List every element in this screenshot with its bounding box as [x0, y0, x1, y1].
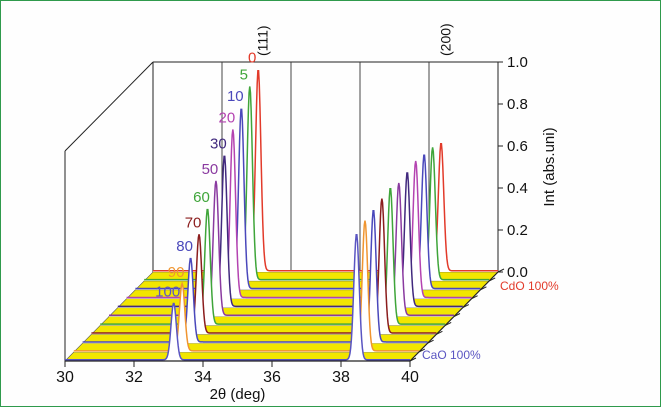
series-label: 100 — [155, 283, 180, 300]
depth-tick — [480, 286, 487, 291]
depth-tick — [427, 339, 434, 344]
chart-text: 0.0 0.2 0.4 0.6 0.8 1.0 Int (abs.uni) (111) (200… — [56, 23, 559, 403]
depth-tick — [436, 330, 443, 335]
series-label: 50 — [202, 161, 219, 178]
z-tick-label: 0.0 — [507, 264, 528, 281]
x-tick-label: 40 — [401, 369, 419, 386]
depth-tick — [488, 277, 496, 282]
series-label: 5 — [240, 67, 248, 84]
series-label: 80 — [176, 238, 193, 255]
depth-tick — [418, 348, 426, 353]
peak-index-label: (111) — [254, 25, 270, 56]
depth-tick — [471, 295, 478, 300]
series-curves — [65, 70, 498, 361]
x-tick-label: 38 — [332, 369, 350, 386]
series-label: 30 — [210, 135, 227, 152]
series-label: 0 — [248, 49, 256, 66]
series-line — [109, 180, 454, 316]
series-line — [100, 188, 446, 325]
x-tick-label: 30 — [56, 369, 74, 386]
series-line — [73, 220, 419, 352]
x-tick-label: 34 — [194, 369, 212, 386]
series-label: 70 — [185, 215, 202, 232]
depth-tick — [453, 313, 461, 317]
depth-tick — [409, 357, 417, 362]
z-axis-label: Int (abs.uni) — [541, 127, 558, 206]
series-line — [65, 234, 410, 361]
series-line — [82, 209, 428, 343]
x-axis-label: 2θ (deg) — [210, 386, 266, 403]
x-tick-label: 32 — [125, 369, 143, 386]
series-label: 10 — [227, 88, 244, 105]
depth-tick — [462, 304, 470, 309]
series-label: 60 — [193, 189, 210, 206]
z-tick-label: 0.8 — [507, 96, 528, 113]
depth-label-front: CaO 100% — [422, 348, 481, 362]
side-wall-top-edge — [64, 61, 154, 152]
front-axis — [64, 61, 505, 367]
series-label: 90 — [168, 264, 185, 281]
x-tick-label: 36 — [263, 369, 281, 386]
z-tick-label: 0.2 — [507, 222, 528, 239]
peak-index-label: (200) — [437, 23, 453, 56]
z-tick-label: 0.4 — [507, 180, 528, 197]
series-label: 20 — [219, 110, 236, 127]
depth-label-back: CdO 100% — [500, 279, 559, 293]
z-tick-label: 0.6 — [507, 138, 528, 155]
series-line — [144, 86, 490, 281]
depth-tick — [497, 268, 505, 273]
z-tick-label: 1.0 — [507, 54, 528, 71]
depth-tick — [444, 321, 452, 326]
series-line — [91, 198, 437, 334]
